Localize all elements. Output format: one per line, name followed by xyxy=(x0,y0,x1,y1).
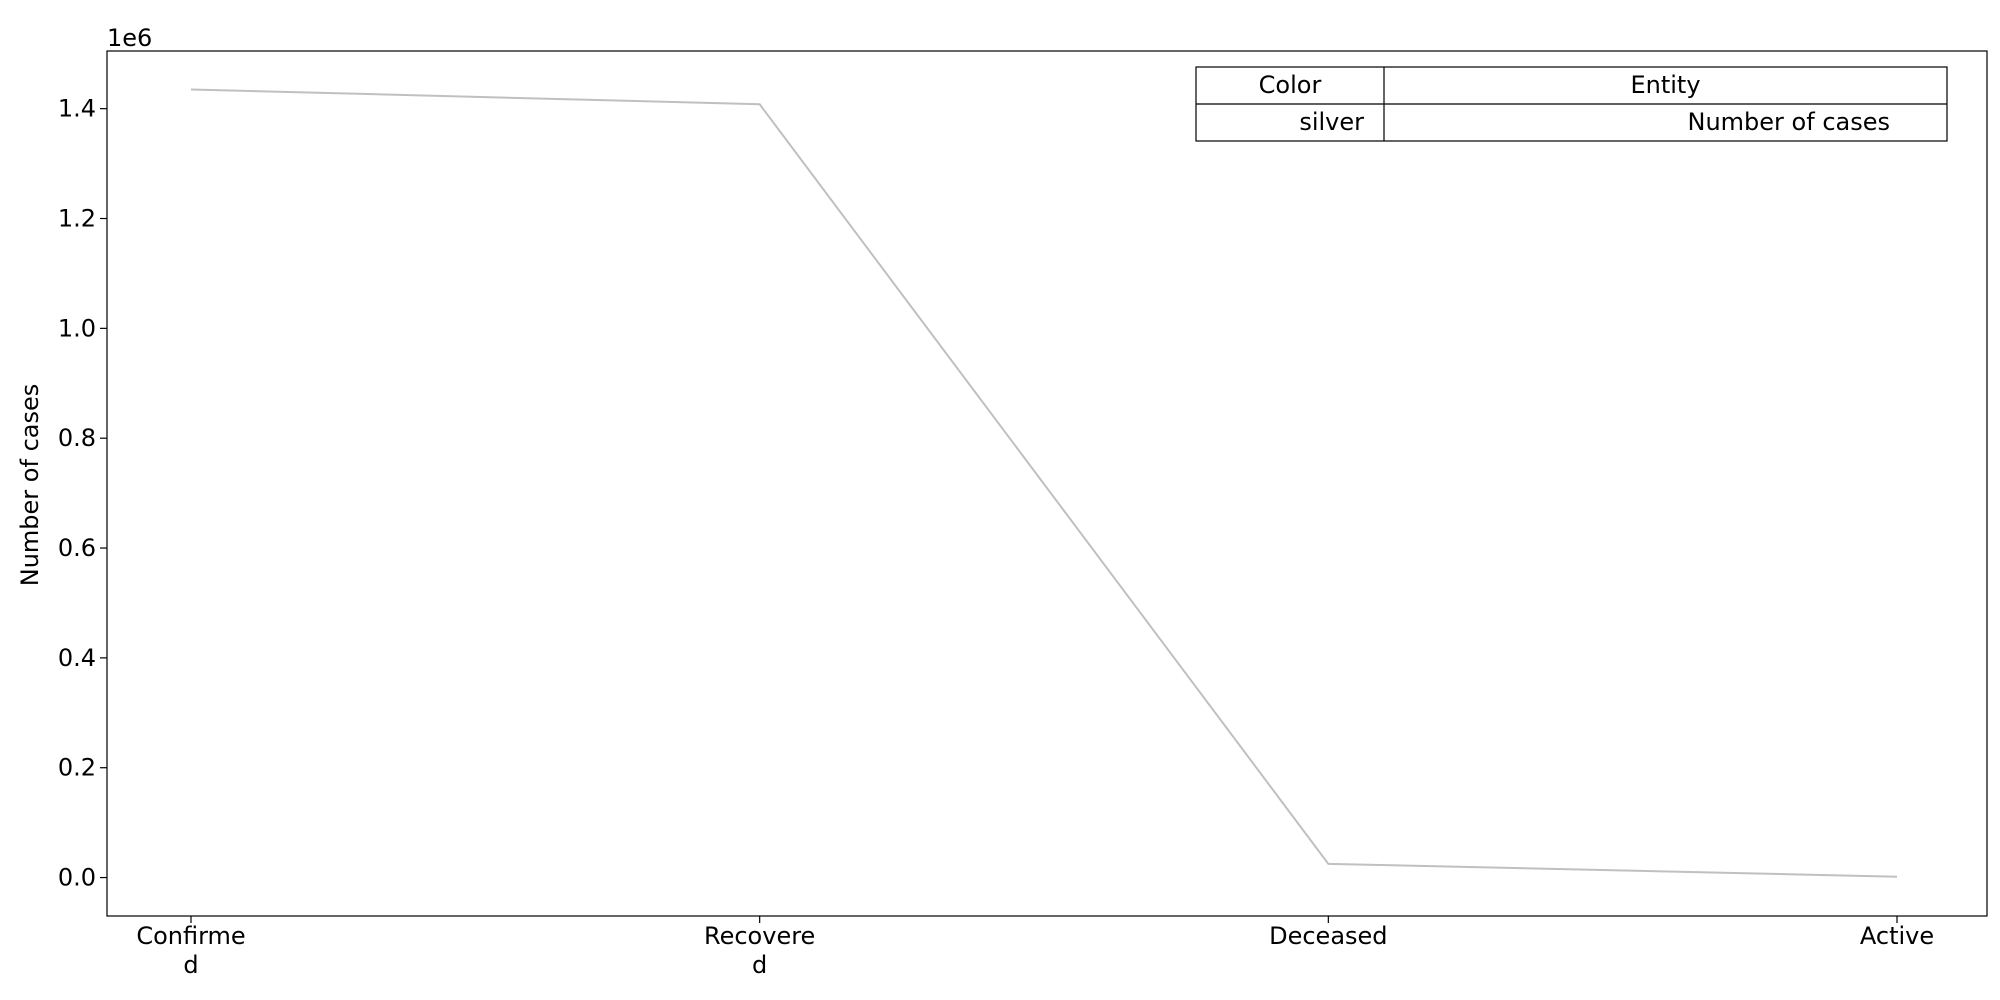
legend-table: Color Entity silver Number of cases xyxy=(1195,66,1948,142)
y-axis-title: Number of cases xyxy=(16,384,44,586)
x-tick-label: Confirme xyxy=(136,922,245,950)
x-tick-label: Active xyxy=(1860,922,1934,950)
legend-table-header: Color xyxy=(1259,71,1322,99)
legend-table-cell: silver xyxy=(1299,108,1364,136)
x-tick-label: d xyxy=(183,951,198,979)
y-tick-label: 0.6 xyxy=(58,534,96,562)
x-tick-label: Recovere xyxy=(704,922,815,950)
x-tick-label: Deceased xyxy=(1269,922,1387,950)
y-tick-label: 1.0 xyxy=(58,314,96,342)
plot-frame xyxy=(106,50,1988,917)
x-tick-label: d xyxy=(752,951,767,979)
y-tick-label: 0.2 xyxy=(58,754,96,782)
y-tick-label: 0.8 xyxy=(58,424,96,452)
legend-table-cell: Number of cases xyxy=(1688,108,1890,136)
y-tick-label: 1.4 xyxy=(58,95,96,123)
y-axis-offset-label: 1e6 xyxy=(107,24,152,52)
y-tick-label: 0.0 xyxy=(58,864,96,892)
legend-table-header: Entity xyxy=(1630,71,1700,99)
y-tick-label: 1.2 xyxy=(58,205,96,233)
series-line xyxy=(190,88,1898,878)
y-tick-label: 0.4 xyxy=(58,644,96,672)
marks-layer: 0.00.20.40.60.81.01.21.4ConfirmedRecover… xyxy=(58,88,1934,979)
